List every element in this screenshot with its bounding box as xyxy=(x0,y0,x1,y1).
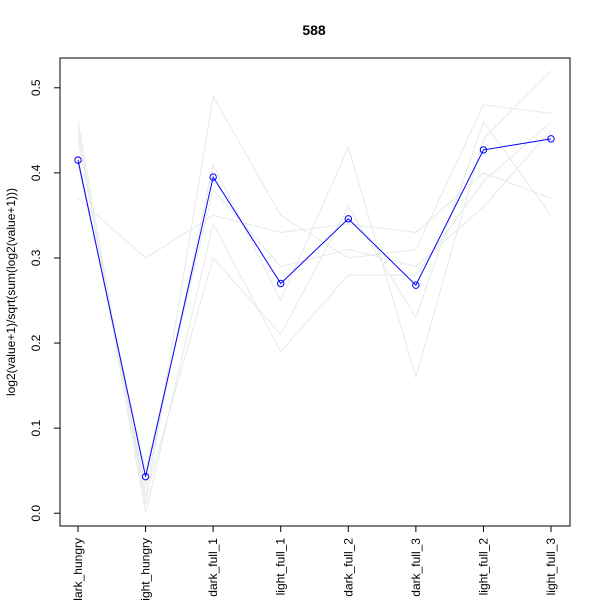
chart-title: 588 xyxy=(302,22,326,38)
x-axis: dark_hungry light_hungry dark_full_1 light_… xyxy=(71,526,558,600)
highlight-point-dark_full_3 xyxy=(412,281,420,289)
x-tick-label: dark_hungry xyxy=(71,538,85,600)
y-tick-label: 0.0 xyxy=(29,505,43,522)
background-series-line-4 xyxy=(77,120,552,497)
y-tick-label: 0.5 xyxy=(29,79,43,96)
x-tick-label: dark_full_2 xyxy=(341,538,355,597)
y-axis-label: log2(value+1)/sqrt(sum(log2(value+1))) xyxy=(4,188,18,396)
y-tick-label: 0.1 xyxy=(29,419,43,436)
highlight-point-light_hungry xyxy=(141,472,150,481)
highlight-point-dark_hungry xyxy=(74,156,82,164)
background-series-group xyxy=(77,70,552,514)
highlight-point-dark_full_1 xyxy=(209,173,217,181)
y-tick-label: 0.3 xyxy=(29,249,43,266)
highlight-series-group xyxy=(74,135,555,481)
highlight-point-light_full_2 xyxy=(479,146,488,154)
background-series-line-2 xyxy=(77,70,552,488)
highlight-point-dark_full_2 xyxy=(344,215,352,223)
x-tick-label: dark_full_3 xyxy=(409,538,423,597)
x-tick-label: light_full_3 xyxy=(544,538,558,596)
background-series-line-6 xyxy=(77,129,552,471)
y-tick-label: 0.4 xyxy=(29,164,43,181)
highlight-point-light_full_1 xyxy=(277,279,285,288)
x-tick-label: dark_full_1 xyxy=(206,538,220,597)
x-tick-label: light_hungry xyxy=(139,538,153,600)
y-axis: 0.0 0.1 0.2 0.3 0.4 0.5 xyxy=(29,79,60,522)
background-series-line-1 xyxy=(77,94,552,505)
highlight-point-light_full_3 xyxy=(547,135,555,143)
plot-frame xyxy=(59,57,571,527)
x-tick-label: light_full_1 xyxy=(274,538,288,596)
highlight-series-line xyxy=(77,138,552,477)
y-tick-label: 0.2 xyxy=(29,334,43,351)
background-series-line-3 xyxy=(77,172,552,259)
background-series-line-5 xyxy=(77,121,552,514)
x-tick-label: light_full_2 xyxy=(476,538,490,596)
